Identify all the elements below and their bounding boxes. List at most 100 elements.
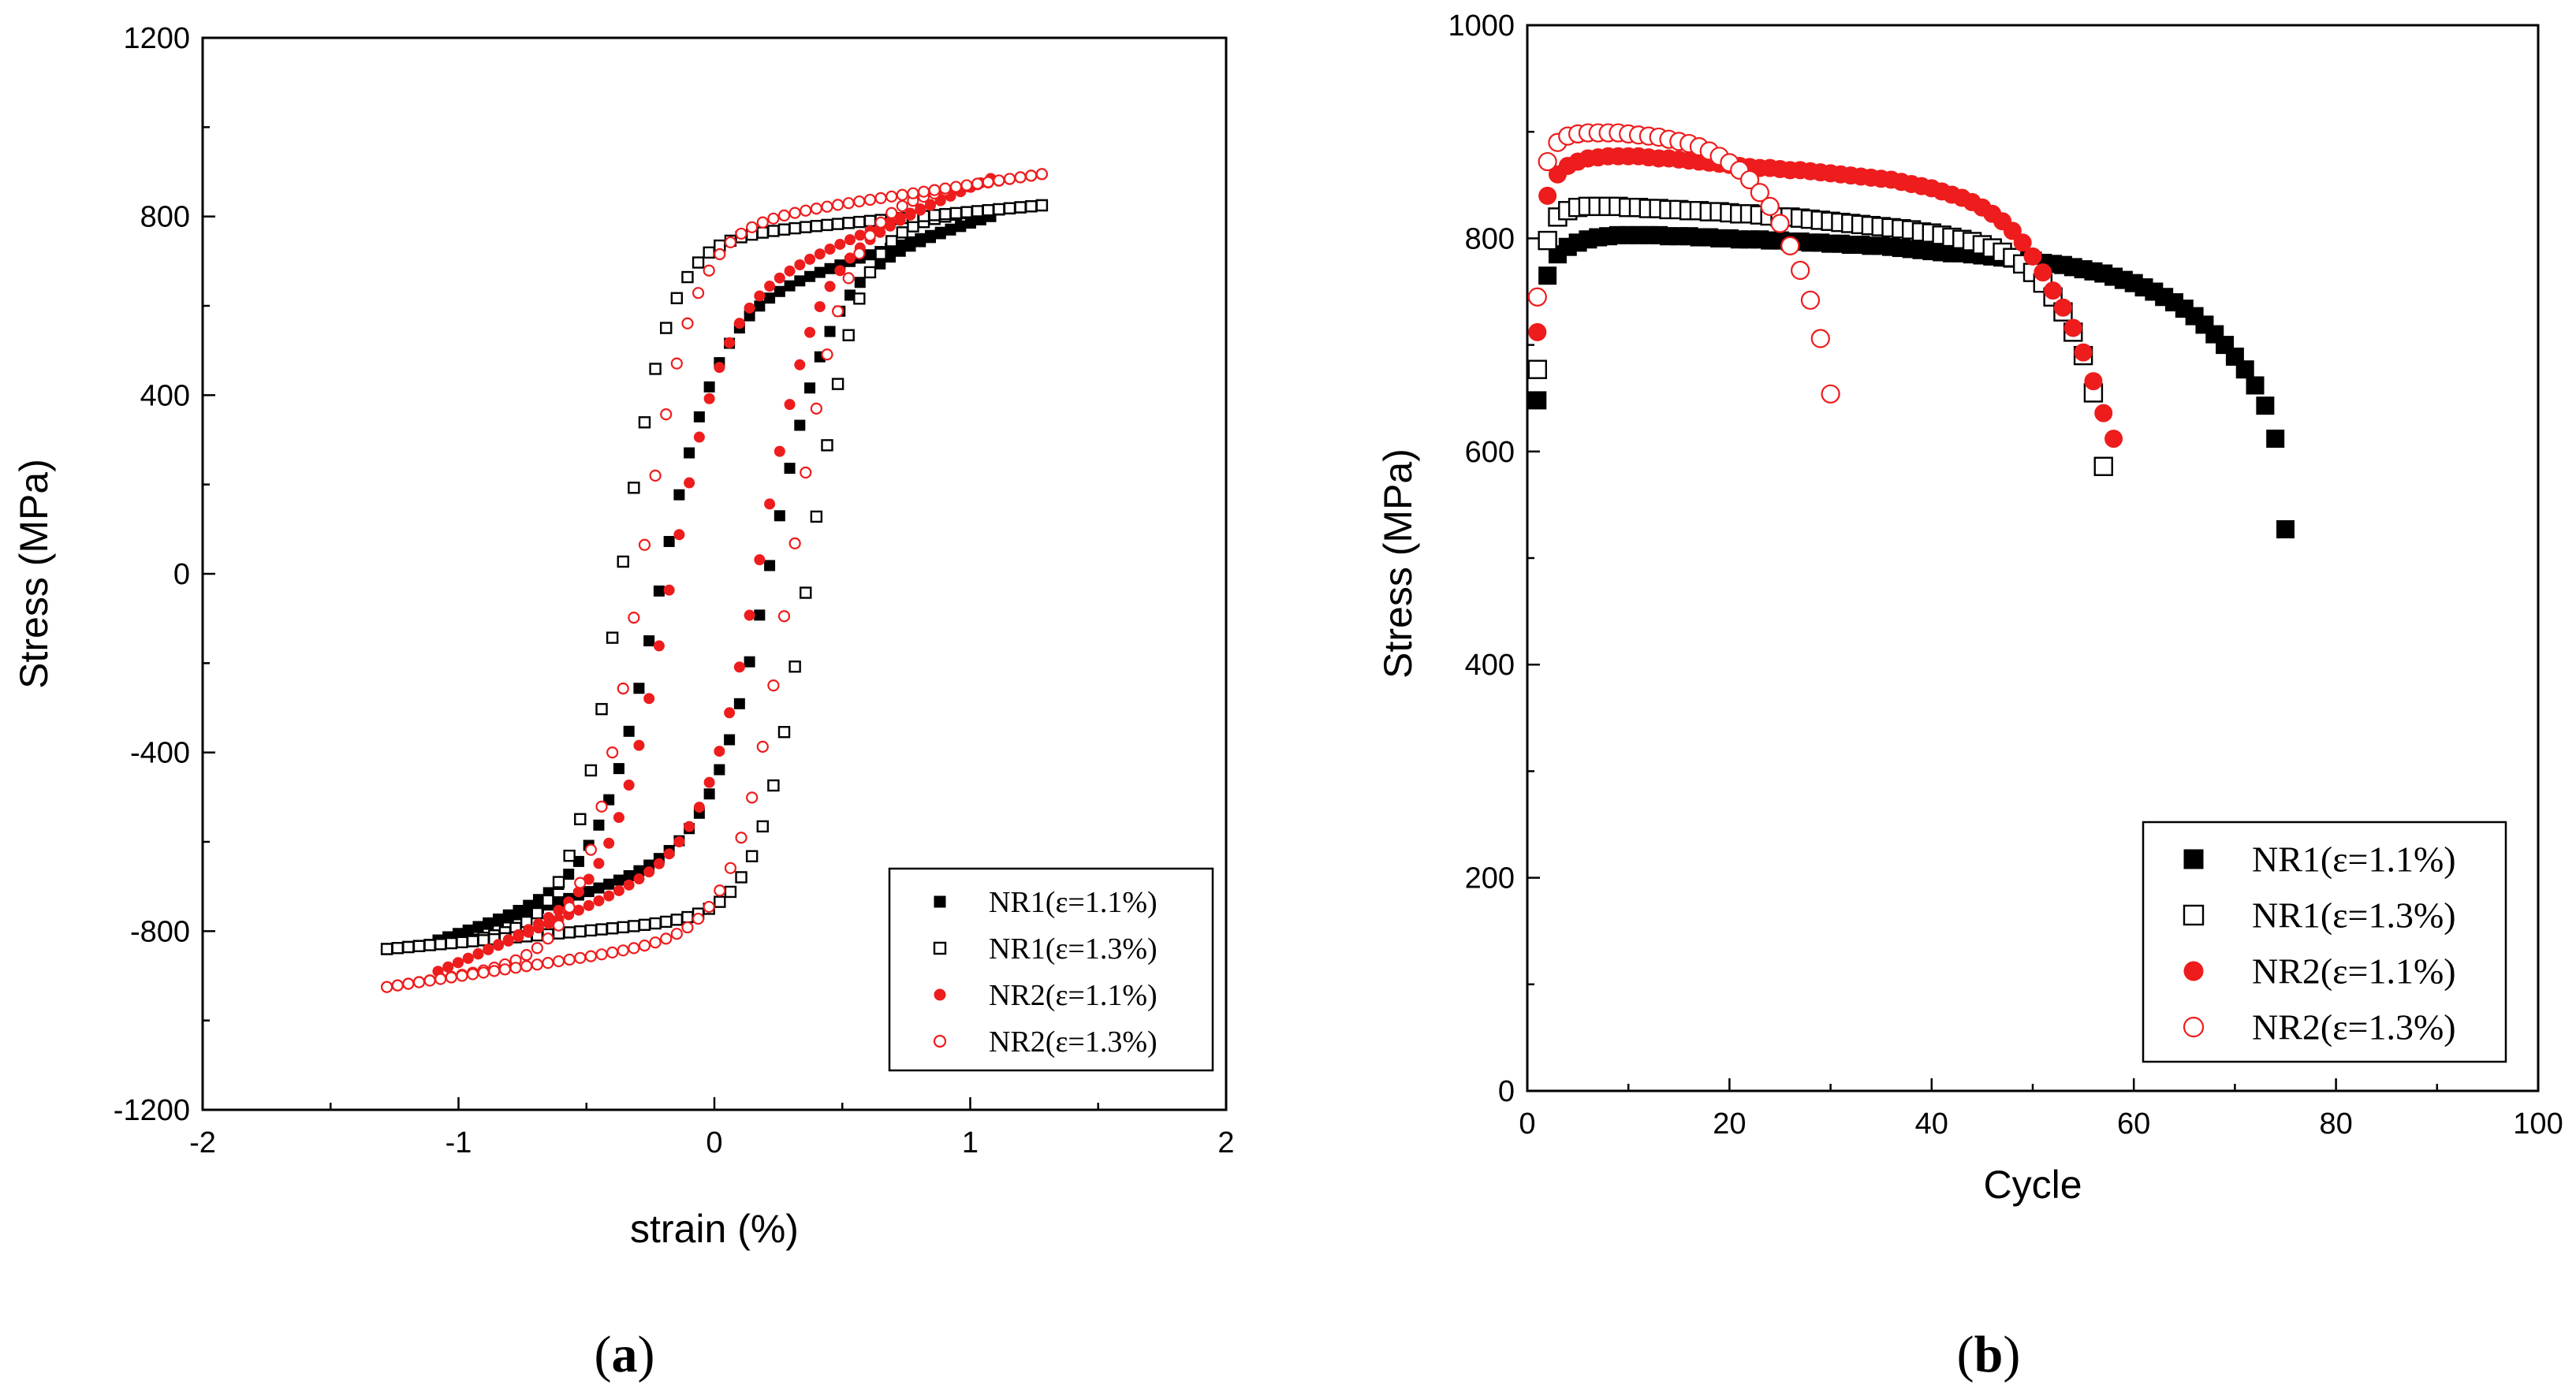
data-point bbox=[784, 265, 796, 277]
data-point bbox=[832, 305, 844, 318]
data-point bbox=[1538, 186, 1557, 205]
data-point bbox=[821, 348, 833, 361]
data-point bbox=[593, 895, 605, 906]
data-point bbox=[552, 919, 565, 932]
legend-marker bbox=[934, 988, 946, 1001]
x-tick-label: 40 bbox=[1915, 1107, 1948, 1141]
data-point bbox=[767, 679, 780, 692]
data-point bbox=[638, 918, 651, 932]
data-point bbox=[613, 812, 624, 824]
ticks-a: -2 -1 0 1 2 -1200 -800 -400 0 400 800 1200 bbox=[114, 22, 1235, 1159]
data-point bbox=[434, 973, 447, 985]
data-point bbox=[593, 882, 605, 894]
legend-label: NR1(ε=1.3%) bbox=[989, 932, 1158, 966]
data-point bbox=[800, 204, 812, 217]
data-point bbox=[814, 266, 826, 278]
data-point bbox=[774, 272, 785, 284]
legend-frame-b bbox=[2142, 821, 2507, 1063]
legend-label: NR1(ε=1.3%) bbox=[2252, 895, 2456, 936]
data-point bbox=[2266, 430, 2285, 448]
x-tick-label: 80 bbox=[2319, 1107, 2352, 1141]
data-point bbox=[774, 445, 785, 457]
data-point bbox=[714, 248, 726, 261]
data-point bbox=[2094, 404, 2113, 422]
data-point bbox=[456, 936, 468, 949]
data-point bbox=[552, 876, 565, 888]
data-point bbox=[794, 359, 806, 370]
data-point bbox=[949, 181, 963, 193]
data-point bbox=[502, 935, 514, 947]
data-point bbox=[993, 203, 1005, 216]
data-point bbox=[574, 877, 587, 889]
y-tick-label: -1200 bbox=[114, 1094, 190, 1127]
data-point bbox=[804, 253, 816, 265]
data-point bbox=[863, 214, 877, 228]
data-point bbox=[603, 837, 615, 849]
data-point bbox=[744, 609, 755, 621]
data-point bbox=[939, 207, 952, 221]
data-point bbox=[673, 489, 685, 501]
data-point bbox=[724, 862, 737, 874]
data-point bbox=[2013, 233, 2032, 252]
data-point bbox=[810, 402, 822, 415]
data-point bbox=[692, 256, 705, 269]
data-point bbox=[745, 850, 759, 862]
data-point bbox=[2063, 318, 2082, 337]
data-point bbox=[684, 821, 695, 832]
data-point bbox=[767, 212, 780, 225]
data-point bbox=[584, 764, 598, 777]
data-point bbox=[402, 977, 415, 990]
data-point bbox=[477, 966, 490, 979]
data-point bbox=[831, 218, 844, 230]
data-point bbox=[423, 974, 436, 987]
data-point bbox=[777, 223, 791, 236]
data-point bbox=[1527, 359, 1548, 379]
data-point bbox=[703, 788, 715, 800]
panel-label-a: (a) bbox=[595, 1326, 655, 1383]
data-point bbox=[764, 292, 776, 304]
legend-marker bbox=[934, 895, 946, 908]
data-point bbox=[2276, 519, 2295, 538]
data-point bbox=[653, 640, 665, 652]
data-point bbox=[774, 510, 785, 522]
data-point bbox=[800, 586, 812, 599]
x-tick-label: 20 bbox=[1713, 1107, 1746, 1141]
data-point bbox=[774, 285, 785, 297]
data-point bbox=[794, 259, 806, 270]
data-point bbox=[703, 264, 715, 277]
data-point bbox=[1538, 266, 1557, 285]
data-point bbox=[613, 874, 624, 886]
data-point bbox=[810, 220, 823, 233]
data-point bbox=[904, 207, 916, 219]
data-point bbox=[735, 227, 747, 240]
data-point bbox=[670, 914, 684, 926]
data-point bbox=[964, 217, 976, 229]
y-tick-label: 1200 bbox=[123, 22, 190, 55]
data-point bbox=[606, 631, 619, 644]
data-point bbox=[472, 948, 484, 960]
data-point bbox=[724, 236, 737, 249]
data-point bbox=[603, 794, 615, 806]
data-point bbox=[853, 215, 866, 229]
legend-label: NR2(ε=1.1%) bbox=[2252, 951, 2456, 992]
data-point bbox=[2003, 221, 2022, 240]
x-tick-label: 60 bbox=[2117, 1107, 2150, 1141]
data-point bbox=[423, 939, 436, 951]
y-tick-label: 400 bbox=[1465, 649, 1515, 682]
data-point bbox=[928, 184, 941, 196]
panel-label-b: (b) bbox=[1957, 1326, 2021, 1383]
data-point bbox=[633, 739, 645, 751]
data-point bbox=[1760, 196, 1780, 216]
data-point bbox=[794, 275, 806, 287]
data-point bbox=[832, 199, 844, 211]
data-point bbox=[628, 482, 640, 494]
x-tick-label: -2 bbox=[189, 1126, 216, 1159]
points-a bbox=[380, 168, 1049, 993]
data-point bbox=[633, 683, 645, 694]
data-point bbox=[613, 763, 624, 775]
y-tick-label: 1000 bbox=[1448, 9, 1515, 43]
data-point bbox=[445, 936, 458, 950]
chart-a: -2 -1 0 1 2 -1200 -800 -400 0 400 800 1200 strain (… bbox=[12, 22, 1235, 1251]
